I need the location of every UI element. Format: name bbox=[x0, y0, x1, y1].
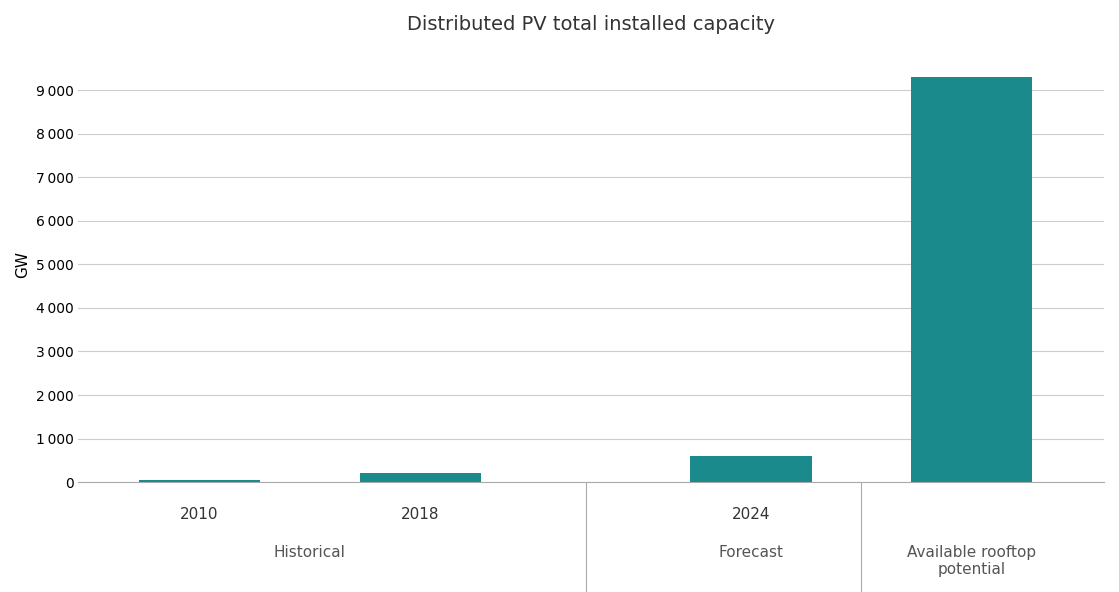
Text: 2010: 2010 bbox=[180, 507, 219, 522]
Text: 2024: 2024 bbox=[732, 507, 770, 522]
Y-axis label: GW: GW bbox=[15, 251, 30, 278]
Text: 2018: 2018 bbox=[401, 507, 440, 522]
Bar bbox=[359, 474, 481, 482]
Title: Distributed PV total installed capacity: Distributed PV total installed capacity bbox=[407, 15, 775, 34]
Bar bbox=[139, 480, 261, 482]
Text: Historical: Historical bbox=[274, 545, 346, 559]
Bar bbox=[690, 456, 811, 482]
Text: Forecast: Forecast bbox=[718, 545, 783, 559]
Text: Available rooftop
potential: Available rooftop potential bbox=[908, 545, 1036, 577]
Bar bbox=[911, 77, 1033, 482]
